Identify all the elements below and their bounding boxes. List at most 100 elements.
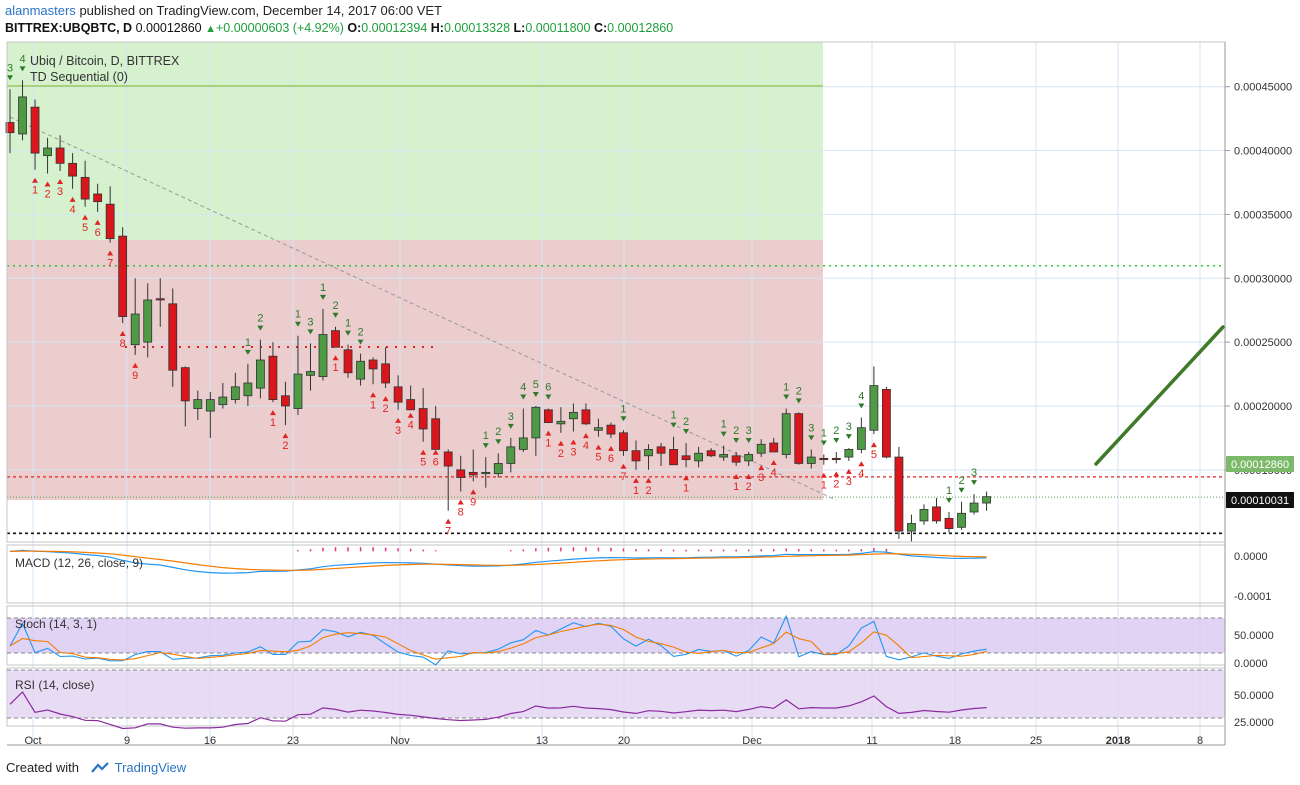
td-buy-count: 8 <box>120 330 126 350</box>
svg-text:4: 4 <box>771 467 777 479</box>
tradingview-cloud-icon <box>90 762 109 773</box>
svg-text:2: 2 <box>683 416 689 428</box>
created-with-text: Created with <box>6 760 79 775</box>
svg-text:2: 2 <box>833 425 839 437</box>
candle <box>18 80 27 141</box>
svg-text:2: 2 <box>282 440 288 452</box>
candle <box>493 453 503 478</box>
td-buy-count: 3 <box>570 439 576 459</box>
candle <box>356 353 365 386</box>
td-sell-count: 1 <box>320 282 326 300</box>
high-value: 0.00013328 <box>443 21 511 35</box>
stoch-label: Stoch (14, 3, 1) <box>15 617 97 631</box>
td-sell-count: 2 <box>733 425 739 443</box>
time-tick-label: 16 <box>204 735 216 747</box>
candle <box>644 444 653 470</box>
svg-text:3: 3 <box>746 425 752 437</box>
svg-text:4: 4 <box>408 420 414 432</box>
close-value: 0.00012860 <box>607 21 674 35</box>
candle <box>844 448 854 461</box>
symbol-legend: Ubiq / Bitcoin, D, BITTREX <box>30 54 180 68</box>
td-sell-count: 4 <box>858 390 864 409</box>
td-sell-count: 3 <box>7 62 13 81</box>
svg-text:5: 5 <box>82 222 88 234</box>
candle <box>293 335 303 415</box>
td-sell-count: 2 <box>495 426 501 445</box>
svg-text:3: 3 <box>307 316 313 328</box>
td-buy-count: 2 <box>645 477 652 497</box>
last-price: 0.00012860 <box>135 21 202 35</box>
stoch-tick-1: 0.0000 <box>1234 658 1268 670</box>
candle <box>143 283 153 358</box>
svg-text:6: 6 <box>433 457 439 469</box>
time-axis[interactable]: Oct 9 16 23 Nov 13 20 Dec 11 18 25 2018 8 <box>7 735 1225 747</box>
candle <box>531 405 541 456</box>
price-tick-label: 0.00025000 <box>1234 337 1292 349</box>
td-sell-count: 1 <box>670 410 677 428</box>
candle <box>55 135 65 171</box>
time-tick-label: 25 <box>1030 735 1042 747</box>
td-sell-count: 3 <box>746 425 752 443</box>
td-buy-count: 6 <box>433 449 439 469</box>
svg-text:1: 1 <box>332 362 338 374</box>
candle <box>68 153 77 189</box>
candle <box>581 403 591 426</box>
svg-text:1: 1 <box>545 438 551 450</box>
open-value: 0.00012394 <box>361 21 428 35</box>
candle <box>894 446 904 539</box>
low-label: L: <box>513 21 526 35</box>
candle <box>856 417 866 454</box>
time-tick-label: 13 <box>536 735 548 747</box>
candle <box>193 390 203 421</box>
candle <box>255 339 265 399</box>
candle <box>130 278 140 355</box>
svg-text:3: 3 <box>570 447 576 459</box>
td-buy-count: 3 <box>395 417 401 437</box>
svg-text:5: 5 <box>871 449 877 461</box>
rsi-tick-0: 50.0000 <box>1234 690 1274 702</box>
ohlc-line: BITTREX:UBQBTC, D 0.00012860 ▲+0.0000060… <box>5 21 673 35</box>
td-buy-count: 2 <box>282 433 289 452</box>
candles <box>5 80 991 542</box>
candle <box>957 501 966 530</box>
td-buy-count: 4 <box>858 461 864 480</box>
author-link[interactable]: alanmasters <box>5 3 76 18</box>
candle <box>281 381 290 426</box>
projection-arrow <box>1094 325 1225 466</box>
svg-text:1: 1 <box>345 318 351 330</box>
candle <box>869 366 879 435</box>
td-buy-count: 1 <box>545 430 551 450</box>
rsi-line <box>9 690 987 730</box>
up-triangle-icon: ▲ <box>205 23 216 35</box>
svg-text:3: 3 <box>758 472 764 484</box>
candle <box>80 160 90 207</box>
svg-text:3: 3 <box>395 425 401 437</box>
td-sell-count: 2 <box>332 300 339 318</box>
svg-text:4: 4 <box>583 440 589 452</box>
candle <box>907 514 916 542</box>
td-buy-count: 2 <box>833 471 839 490</box>
svg-text:2: 2 <box>645 485 651 497</box>
td-sell-count: 2 <box>683 416 689 435</box>
candle <box>932 497 941 524</box>
td-sell-count: 4 <box>520 382 526 400</box>
stoch-band <box>7 618 1225 653</box>
svg-text:1: 1 <box>483 430 489 442</box>
candle <box>506 437 516 473</box>
td-buy-count: 7 <box>107 250 113 270</box>
candle <box>5 89 15 154</box>
svg-text:1: 1 <box>946 485 952 497</box>
tradingview-link[interactable]: TradingView <box>114 760 187 775</box>
svg-text:1: 1 <box>320 282 326 294</box>
candle <box>543 408 553 423</box>
svg-text:4: 4 <box>19 53 25 65</box>
td-buy-count: 9 <box>132 362 138 382</box>
price-tick-label: 0.00030000 <box>1234 273 1292 285</box>
price-tick-label: 0.00040000 <box>1234 146 1292 158</box>
time-tick-label: 2018 <box>1106 735 1130 747</box>
svg-text:3: 3 <box>7 62 13 74</box>
candle <box>806 449 816 469</box>
td-buy-count: 1 <box>332 355 339 374</box>
candle <box>656 443 666 467</box>
